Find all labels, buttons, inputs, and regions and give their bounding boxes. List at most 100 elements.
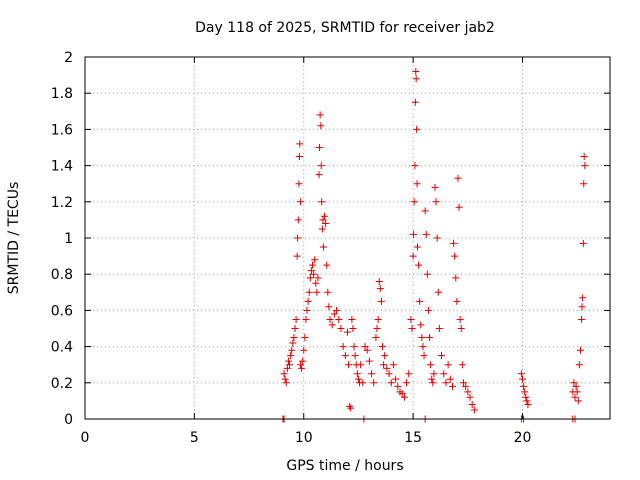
y-tick-label: 1.8 — [51, 86, 73, 102]
data-point — [573, 388, 581, 396]
data-point — [365, 357, 373, 365]
data-point — [353, 370, 361, 378]
chart-title: Day 118 of 2025, SRMTID for receiver jab… — [195, 20, 495, 36]
data-point — [328, 321, 336, 329]
x-tick-label: 10 — [295, 430, 313, 446]
data-point — [375, 277, 383, 285]
y-tick-label: 0 — [64, 412, 73, 428]
data-point — [424, 306, 432, 314]
y-tick-label: 1.4 — [51, 159, 73, 175]
data-point — [444, 361, 452, 369]
data-point — [299, 357, 307, 365]
data-point — [294, 216, 302, 224]
data-point — [579, 294, 587, 302]
x-tick-label: 5 — [190, 430, 199, 446]
data-point — [347, 404, 355, 412]
data-point — [580, 180, 588, 188]
data-point — [318, 198, 326, 206]
data-point — [359, 379, 367, 387]
y-axis-label: SRMTID / TECUs — [6, 182, 22, 295]
data-point — [296, 140, 304, 148]
x-tick-label: 20 — [514, 430, 532, 446]
data-point — [433, 234, 441, 242]
axis-ticks — [84, 56, 610, 420]
data-point — [296, 198, 304, 206]
data-point — [470, 406, 478, 414]
tick-labels: 00.20.40.60.811.21.41.61.820 5 10 15 20 — [51, 50, 532, 446]
data-point — [305, 288, 313, 296]
data-point — [313, 288, 321, 296]
data-point — [417, 321, 425, 329]
data-point — [523, 397, 531, 405]
data-point — [415, 261, 423, 269]
data-point — [449, 382, 456, 390]
data-point — [411, 162, 419, 170]
data-point — [286, 361, 294, 369]
data-point — [301, 334, 309, 342]
data-point — [298, 364, 306, 372]
data-point — [361, 343, 369, 351]
data-point — [400, 393, 408, 401]
data-point — [409, 252, 417, 260]
data-point — [383, 364, 391, 372]
data-point — [283, 364, 291, 372]
data-point — [411, 98, 419, 106]
data-point — [430, 370, 438, 378]
data-point — [410, 230, 418, 238]
data-point — [304, 297, 312, 305]
data-point — [306, 274, 314, 282]
data-point — [287, 352, 295, 360]
data-point — [524, 401, 532, 409]
data-point — [519, 375, 526, 383]
data-point — [295, 180, 303, 188]
data-point — [317, 162, 325, 170]
data-point — [453, 297, 461, 305]
data-point — [413, 180, 421, 188]
data-point — [392, 375, 400, 383]
data-point — [288, 346, 296, 354]
data-point — [310, 270, 318, 278]
x-tick-label: 15 — [404, 430, 422, 446]
data-point — [408, 325, 416, 332]
data-point — [324, 288, 332, 296]
data-point — [413, 125, 421, 133]
data-point — [303, 306, 311, 314]
data-point — [451, 252, 459, 260]
data-point — [457, 325, 465, 332]
data-point — [296, 361, 304, 369]
data-point — [354, 375, 362, 383]
data-point — [374, 315, 382, 323]
data-point — [431, 183, 439, 191]
data-point — [345, 361, 353, 369]
data-point — [412, 75, 420, 83]
data-point — [293, 252, 301, 260]
data-point — [373, 325, 381, 332]
data-point — [464, 388, 472, 396]
data-point — [575, 361, 583, 369]
data-point — [434, 288, 442, 296]
x-axis-label: GPS time / hours — [286, 458, 403, 474]
data-point — [348, 315, 356, 323]
data-point — [291, 325, 299, 332]
data-point — [576, 346, 584, 354]
data-point — [350, 343, 358, 351]
data-point — [346, 402, 354, 410]
data-point — [414, 243, 421, 251]
data-point — [389, 361, 397, 369]
data-point — [517, 370, 525, 378]
data-point — [574, 397, 582, 405]
data-point — [571, 393, 579, 401]
data-point — [368, 370, 376, 378]
data-point — [314, 274, 322, 282]
data-point — [570, 379, 578, 387]
data-point — [377, 297, 385, 305]
data-point — [290, 334, 298, 342]
data-point — [311, 256, 319, 264]
data-point — [284, 357, 292, 365]
data-point — [330, 310, 338, 318]
data-point — [423, 270, 431, 278]
y-tick-label: 0.2 — [51, 376, 73, 392]
data-point — [292, 315, 300, 323]
data-point — [380, 361, 388, 369]
